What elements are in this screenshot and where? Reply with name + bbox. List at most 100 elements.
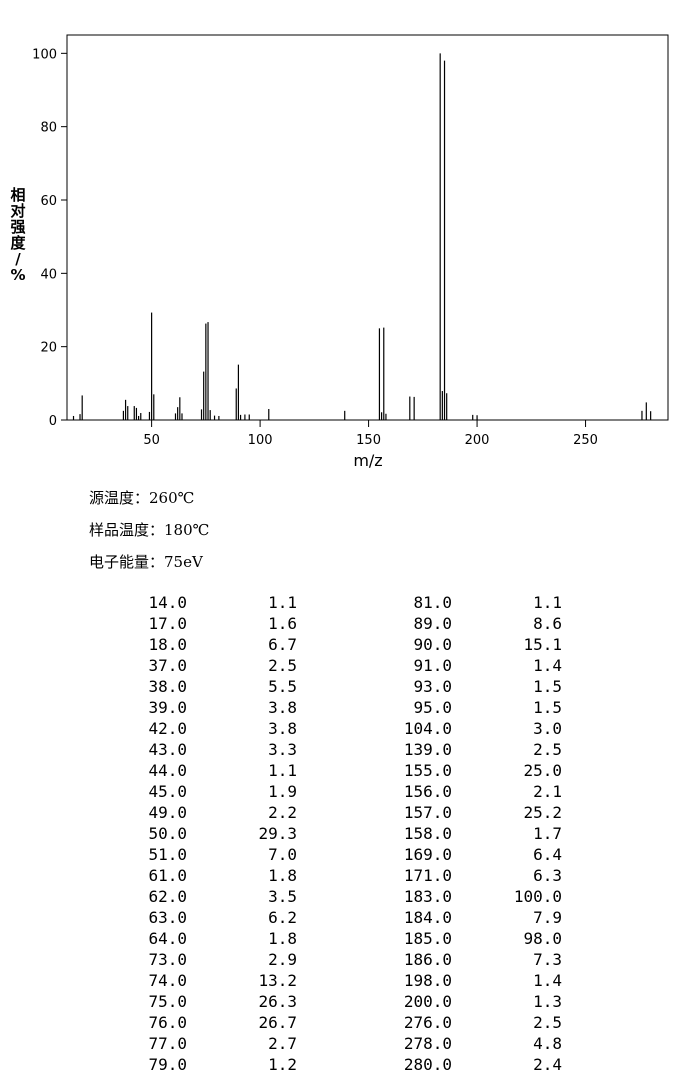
table-cell: 64.0 bbox=[148, 929, 187, 948]
table-cell: 1.6 bbox=[268, 614, 297, 633]
table-cell: 155.0 bbox=[403, 761, 452, 780]
table-cell: 1.4 bbox=[533, 971, 562, 990]
table-cell: 183.0 bbox=[403, 887, 452, 906]
table-cell: 91.0 bbox=[413, 656, 452, 675]
table-cell: 18.0 bbox=[148, 635, 187, 654]
y-tick-label: 0 bbox=[49, 414, 57, 429]
table-cell: 1.1 bbox=[268, 593, 297, 612]
table-cell: 15.1 bbox=[523, 635, 562, 654]
table-cell: 276.0 bbox=[403, 1013, 452, 1032]
table-cell: 3.8 bbox=[268, 719, 297, 738]
table-cell: 42.0 bbox=[148, 719, 187, 738]
table-cell: 6.7 bbox=[268, 635, 297, 654]
table-cell: 5.5 bbox=[268, 677, 297, 696]
table-cell: 50.0 bbox=[148, 824, 187, 843]
table-cell: 4.8 bbox=[533, 1034, 562, 1053]
table-cell: 38.0 bbox=[148, 677, 187, 696]
table-cell: 8.6 bbox=[533, 614, 562, 633]
y-tick-label: 20 bbox=[40, 341, 57, 356]
table-cell: 98.0 bbox=[523, 929, 562, 948]
table-cell: 186.0 bbox=[403, 950, 452, 969]
table-cell: 63.0 bbox=[148, 908, 187, 927]
table-cell: 26.7 bbox=[258, 1013, 297, 1032]
table-cell: 62.0 bbox=[148, 887, 187, 906]
table-cell: 25.0 bbox=[523, 761, 562, 780]
info-line: 样品温度：180℃ bbox=[89, 521, 210, 539]
x-tick-label: 100 bbox=[248, 433, 273, 448]
x-tick-label: 50 bbox=[143, 433, 160, 448]
table-cell: 278.0 bbox=[403, 1034, 452, 1053]
table-cell: 2.5 bbox=[268, 656, 297, 675]
table-cell: 74.0 bbox=[148, 971, 187, 990]
info-line: 源温度：260℃ bbox=[89, 489, 195, 507]
table-cell: 104.0 bbox=[403, 719, 452, 738]
y-tick-label: 60 bbox=[40, 194, 57, 209]
table-cell: 198.0 bbox=[403, 971, 452, 990]
table-cell: 185.0 bbox=[403, 929, 452, 948]
table-cell: 13.2 bbox=[258, 971, 297, 990]
table-cell: 100.0 bbox=[513, 887, 562, 906]
x-tick-label: 200 bbox=[465, 433, 490, 448]
table-cell: 14.0 bbox=[148, 593, 187, 612]
table-cell: 61.0 bbox=[148, 866, 187, 885]
table-cell: 1.8 bbox=[268, 929, 297, 948]
y-tick-label: 40 bbox=[40, 267, 57, 282]
table-cell: 2.5 bbox=[533, 740, 562, 759]
table-cell: 6.4 bbox=[533, 845, 562, 864]
table-cell: 25.2 bbox=[523, 803, 562, 822]
table-cell: 2.9 bbox=[268, 950, 297, 969]
chart: m/z 0 20 40 60 80 100 50 100 150 200 250 相对强度/% bbox=[10, 34, 669, 470]
table-cell: 156.0 bbox=[403, 782, 452, 801]
table-cell: 89.0 bbox=[413, 614, 452, 633]
x-tick-label: 250 bbox=[573, 433, 598, 448]
table-cell: 169.0 bbox=[403, 845, 452, 864]
x-axis-label: m/z bbox=[353, 451, 382, 470]
table-cell: 75.0 bbox=[148, 992, 187, 1011]
table-cell: 2.4 bbox=[533, 1055, 562, 1074]
table-cell: 45.0 bbox=[148, 782, 187, 801]
info-line: 电子能量：75eV bbox=[89, 553, 203, 571]
table-cell: 49.0 bbox=[148, 803, 187, 822]
table-cell: 93.0 bbox=[413, 677, 452, 696]
table-cell: 81.0 bbox=[413, 593, 452, 612]
plot-frame bbox=[66, 34, 669, 421]
table-cell: 2.7 bbox=[268, 1034, 297, 1053]
table-cell: 2.2 bbox=[268, 803, 297, 822]
y-axis-label: 相对强度/% bbox=[10, 186, 26, 284]
table-cell: 171.0 bbox=[403, 866, 452, 885]
table-cell: 1.8 bbox=[268, 866, 297, 885]
table-cell: 158.0 bbox=[403, 824, 452, 843]
table-cell: 1.5 bbox=[533, 698, 562, 717]
table-cell: 95.0 bbox=[413, 698, 452, 717]
table-cell: 3.3 bbox=[268, 740, 297, 759]
table-cell: 1.3 bbox=[533, 992, 562, 1011]
table-cell: 184.0 bbox=[403, 908, 452, 927]
table-cell: 3.5 bbox=[268, 887, 297, 906]
table-cell: 2.1 bbox=[533, 782, 562, 801]
table-cell: 90.0 bbox=[413, 635, 452, 654]
table-cell: 43.0 bbox=[148, 740, 187, 759]
table-cell: 73.0 bbox=[148, 950, 187, 969]
table-cell: 1.7 bbox=[533, 824, 562, 843]
table-cell: 37.0 bbox=[148, 656, 187, 675]
table-cell: 6.2 bbox=[268, 908, 297, 927]
table-cell: 1.1 bbox=[268, 761, 297, 780]
table-cell: 17.0 bbox=[148, 614, 187, 633]
table-cell: 3.8 bbox=[268, 698, 297, 717]
table-cell: 7.0 bbox=[268, 845, 297, 864]
table-cell: 200.0 bbox=[403, 992, 452, 1011]
table-cell: 2.5 bbox=[533, 1013, 562, 1032]
table-cell: 157.0 bbox=[403, 803, 452, 822]
table-cell: 26.3 bbox=[258, 992, 297, 1011]
table-cell: 1.9 bbox=[268, 782, 297, 801]
table-cell: 139.0 bbox=[403, 740, 452, 759]
table-cell: 51.0 bbox=[148, 845, 187, 864]
table-cell: 76.0 bbox=[148, 1013, 187, 1032]
table-cell: 1.2 bbox=[268, 1055, 297, 1074]
table-cell: 39.0 bbox=[148, 698, 187, 717]
table-cell: 7.3 bbox=[533, 950, 562, 969]
table-cell: 7.9 bbox=[533, 908, 562, 927]
y-tick-label: 80 bbox=[40, 121, 57, 136]
table-cell: 79.0 bbox=[148, 1055, 187, 1074]
